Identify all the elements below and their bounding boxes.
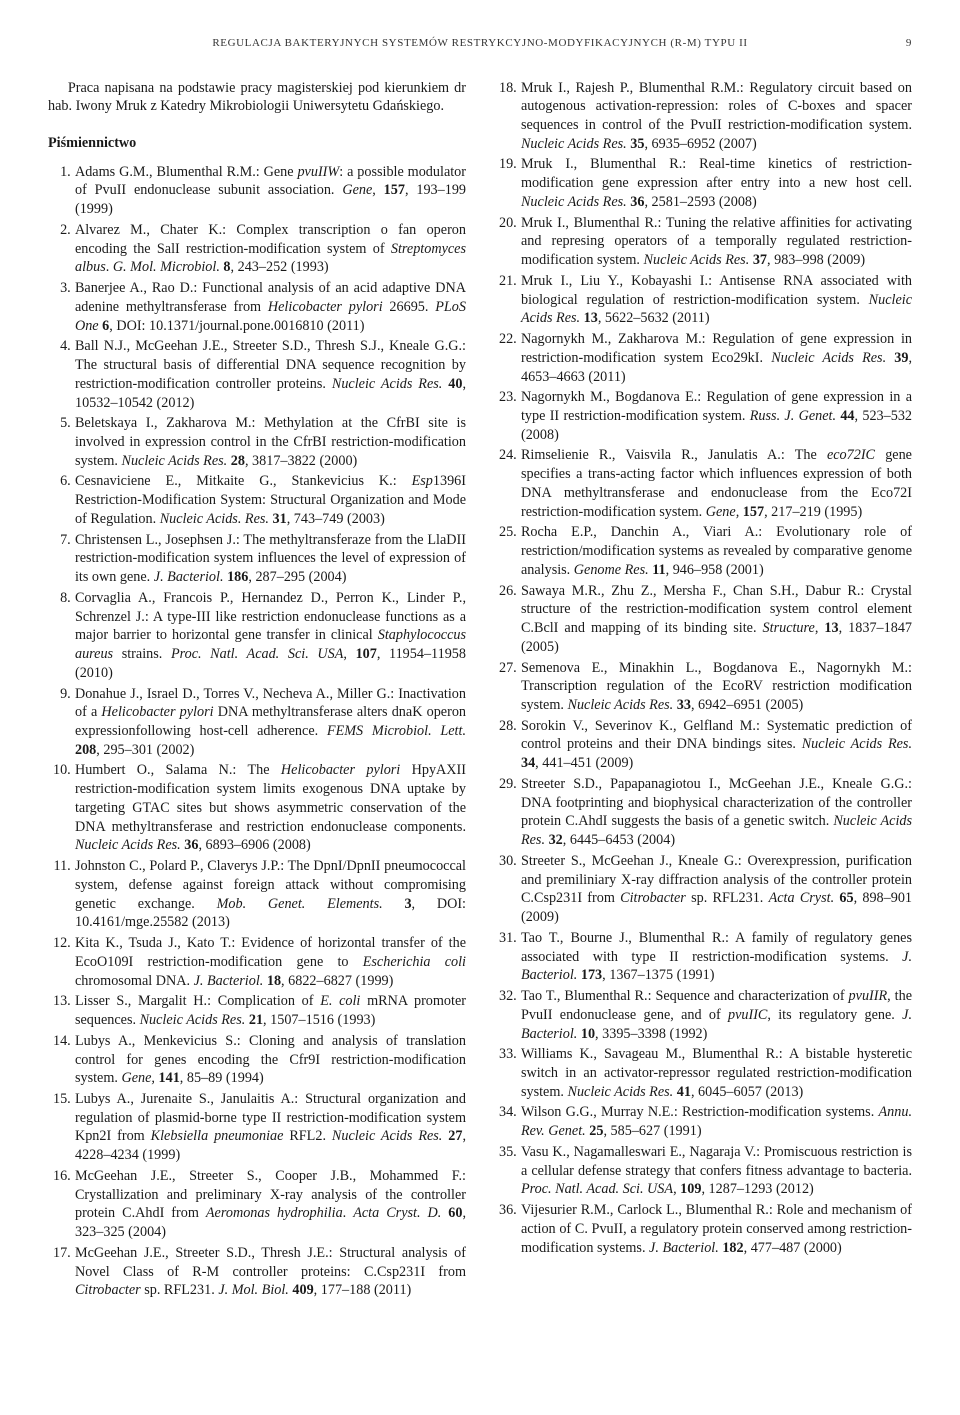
reference-item: Rimselienie R., Vaisvila R., Janulatis A… (494, 446, 912, 521)
reference-item: Ball N.J., McGeehan J.E., Streeter S.D.,… (48, 337, 466, 412)
reference-item: Streeter S.D., Papapanagiotou I., McGeeh… (494, 775, 912, 850)
reference-item: Sawaya M.R., Zhu Z., Mersha F., Chan S.H… (494, 582, 912, 657)
reference-item: Adams G.M., Blumenthal R.M.: Gene pvuIIW… (48, 163, 466, 219)
reference-item: Banerjee A., Rao D.: Functional analysis… (48, 279, 466, 335)
acknowledgement-paragraph: Praca napisana na podstawie pracy magist… (48, 79, 466, 116)
reference-item: Mruk I., Blumenthal R.: Tuning the relat… (494, 214, 912, 270)
reference-item: Vasu K., Nagamalleswari E., Nagaraja V.:… (494, 1143, 912, 1199)
reference-item: Christensen L., Josephsen J.: The methyl… (48, 531, 466, 587)
reference-list: Adams G.M., Blumenthal R.M.: Gene pvuIIW… (48, 79, 912, 1301)
reference-item: Kita K., Tsuda J., Kato T.: Evidence of … (48, 934, 466, 990)
running-title: REGULACJA BAKTERYJNYCH SYSTEMÓW RESTRYKC… (68, 36, 892, 51)
reference-item: Beletskaya I., Zakharova M.: Methylation… (48, 414, 466, 470)
reference-item: Corvaglia A., Francois P., Hernandez D.,… (48, 589, 466, 683)
content-columns: Praca napisana na podstawie pracy magist… (48, 79, 912, 1301)
reference-item: Cesnaviciene E., Mitkaite G., Stankevici… (48, 472, 466, 528)
reference-item: Mruk I., Blumenthal R.: Real-time kineti… (494, 155, 912, 211)
bibliography-heading: Piśmiennictwo (48, 134, 466, 153)
reference-item: Johnston C., Polard P., Claverys J.P.: T… (48, 857, 466, 932)
reference-item: Nagornykh M., Bogdanova E.: Regulation o… (494, 388, 912, 444)
reference-item: Mruk I., Liu Y., Kobayashi I.: Antisense… (494, 272, 912, 328)
running-header: REGULACJA BAKTERYJNYCH SYSTEMÓW RESTRYKC… (48, 36, 912, 51)
reference-item: Wilson G.G., Murray N.E.: Restriction-mo… (494, 1103, 912, 1140)
reference-item: Tao T., Bourne J., Blumenthal R.: A fami… (494, 929, 912, 985)
page-number: 9 (892, 36, 912, 51)
reference-item: Donahue J., Israel D., Torres V., Nechev… (48, 685, 466, 760)
reference-item: Sorokin V., Severinov K., Gelfland M.: S… (494, 717, 912, 773)
reference-item: Streeter S., McGeehan J., Kneale G.: Ove… (494, 852, 912, 927)
reference-item: Mruk I., Rajesh P., Blumenthal R.M.: Reg… (494, 79, 912, 154)
reference-item: Rocha E.P., Danchin A., Viari A.: Evolut… (494, 523, 912, 579)
reference-item: Lubys A., Jurenaite S., Janulaitis A.: S… (48, 1090, 466, 1165)
reference-item: McGeehan J.E., Streeter S.D., Thresh J.E… (48, 1244, 466, 1300)
reference-item: Lubys A., Menkevicius S.: Cloning and an… (48, 1032, 466, 1088)
reference-item: Vijesurier R.M., Carlock L., Blumenthal … (494, 1201, 912, 1257)
reference-item: Semenova E., Minakhin L., Bogdanova E., … (494, 659, 912, 715)
reference-item: Lisser S., Margalit H.: Complication of … (48, 992, 466, 1029)
reference-item: McGeehan J.E., Streeter S., Cooper J.B.,… (48, 1167, 466, 1242)
reference-item: Alvarez M., Chater K.: Complex transcrip… (48, 221, 466, 277)
reference-item: Tao T., Blumenthal R.: Sequence and char… (494, 987, 912, 1043)
reference-item: Humbert O., Salama N.: The Helicobacter … (48, 761, 466, 855)
reference-item: Nagornykh M., Zakharova M.: Regulation o… (494, 330, 912, 386)
reference-item: Williams K., Savageau M., Blumenthal R.:… (494, 1045, 912, 1101)
